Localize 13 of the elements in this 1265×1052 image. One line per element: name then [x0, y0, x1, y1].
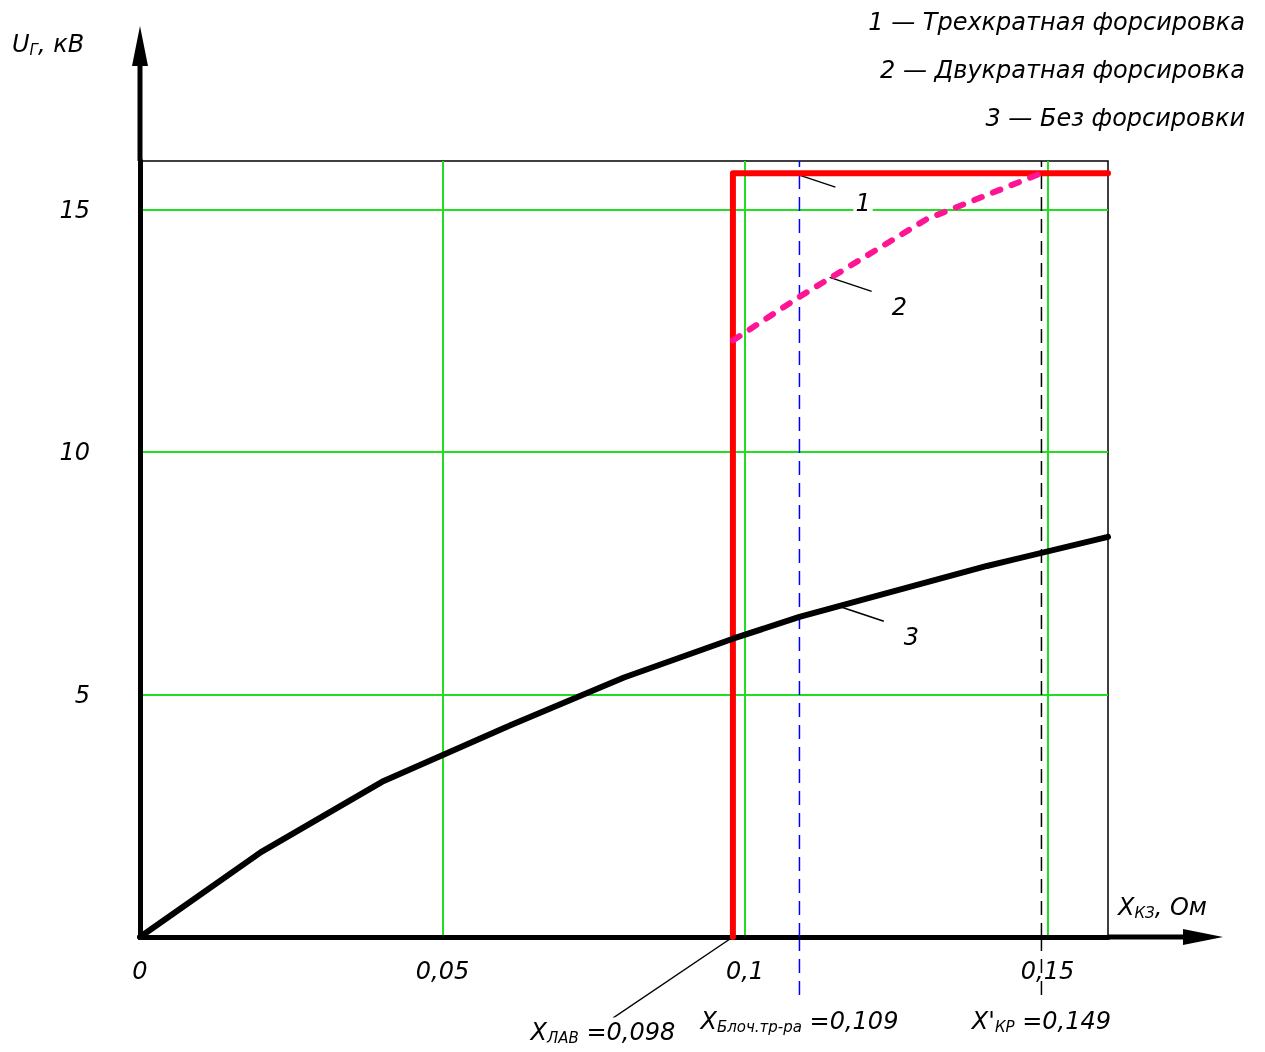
y-tick-label: 5 [74, 680, 90, 709]
y-tick-label: 15 [59, 195, 90, 224]
x-tick-label: 0 [132, 957, 148, 985]
text: 1 — Трехкратная форсировка [868, 8, 1246, 36]
text: 3 — Без форсировки [985, 104, 1246, 132]
x-tick-label: 0,15 [1020, 957, 1075, 985]
annotation: 1 [855, 189, 871, 218]
annotation: 3 [903, 623, 920, 652]
x-tick-label: 0,1 [725, 957, 765, 985]
y-tick-label: 10 [59, 438, 90, 466]
annotation: 2 [891, 293, 907, 322]
x-tick-label: 0,05 [415, 957, 470, 985]
text: 2 — Двукратная форсировка [880, 56, 1246, 84]
